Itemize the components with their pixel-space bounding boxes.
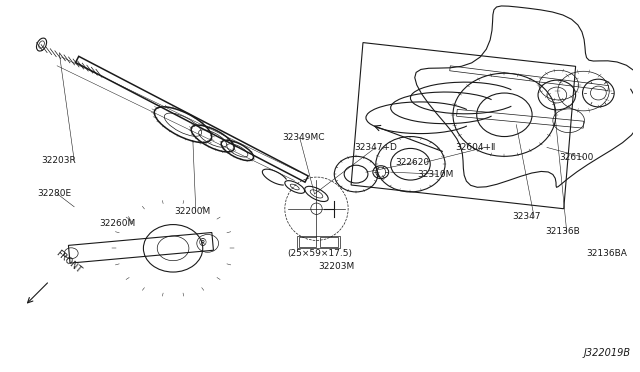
Text: 32347+D: 32347+D <box>354 143 397 152</box>
Text: FRONT: FRONT <box>53 248 83 275</box>
Text: 32203R: 32203R <box>42 156 76 165</box>
Text: ®: ® <box>198 238 207 248</box>
Text: 32203M: 32203M <box>319 262 355 270</box>
Text: 32280E: 32280E <box>38 189 72 198</box>
Text: 32136B: 32136B <box>545 227 580 236</box>
Text: 32604+Ⅱ: 32604+Ⅱ <box>455 143 495 152</box>
Text: 32136BA: 32136BA <box>586 249 627 258</box>
Text: 32310M: 32310M <box>417 170 454 179</box>
Text: 32349MC: 32349MC <box>282 133 324 142</box>
Text: 32200M: 32200M <box>174 207 211 216</box>
Text: 32347: 32347 <box>512 212 541 221</box>
Text: 326100: 326100 <box>559 153 593 162</box>
Bar <box>297 237 340 248</box>
Text: 32260M: 32260M <box>99 219 135 228</box>
Bar <box>321 237 339 247</box>
Bar <box>299 237 317 247</box>
Text: 322620: 322620 <box>396 158 429 167</box>
Text: (25×59×17.5): (25×59×17.5) <box>287 249 352 258</box>
Text: J322019B: J322019B <box>584 348 630 358</box>
